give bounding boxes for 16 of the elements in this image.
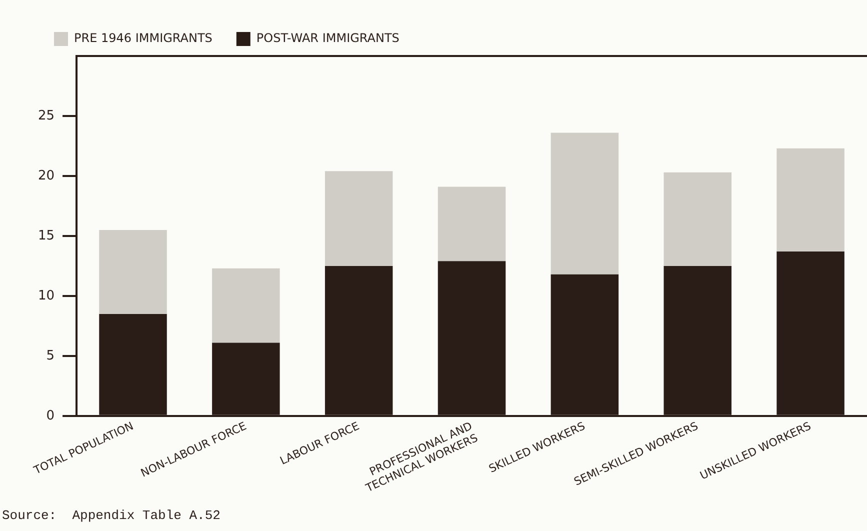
bar xyxy=(664,172,732,266)
bar xyxy=(438,186,506,262)
legend-label: PRE 1946 IMMIGRANTS xyxy=(74,31,212,46)
source-note: Source: Appendix Table A.52 xyxy=(2,508,220,523)
y-tick-label: 0 xyxy=(46,408,55,424)
y-tick-label: 20 xyxy=(38,168,55,184)
bar xyxy=(324,171,393,266)
bar xyxy=(99,230,167,314)
y-tick-label: 15 xyxy=(38,228,55,244)
bar xyxy=(212,268,280,343)
y-tick-label: 10 xyxy=(38,288,55,304)
y-tick-label: 5 xyxy=(46,348,55,364)
legend-label: POST-WAR IMMIGRANTS xyxy=(256,31,400,46)
bar xyxy=(776,148,844,252)
bar xyxy=(550,132,619,274)
y-tick-label: 25 xyxy=(38,108,55,124)
